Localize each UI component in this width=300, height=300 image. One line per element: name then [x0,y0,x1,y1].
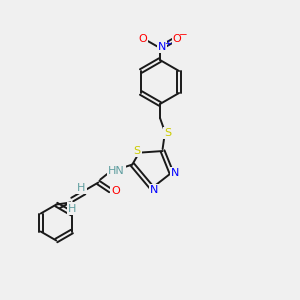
Text: N: N [171,168,180,178]
Text: H: H [68,203,76,214]
Text: H: H [77,182,86,193]
Text: S: S [164,128,172,138]
Text: O: O [172,34,182,44]
Text: N: N [150,185,158,195]
Text: +: + [164,38,172,47]
Text: HN: HN [108,166,125,176]
Text: S: S [134,146,141,156]
Text: −: − [178,30,188,40]
Text: O: O [139,34,147,44]
Text: O: O [111,185,120,196]
Text: N: N [158,42,166,52]
